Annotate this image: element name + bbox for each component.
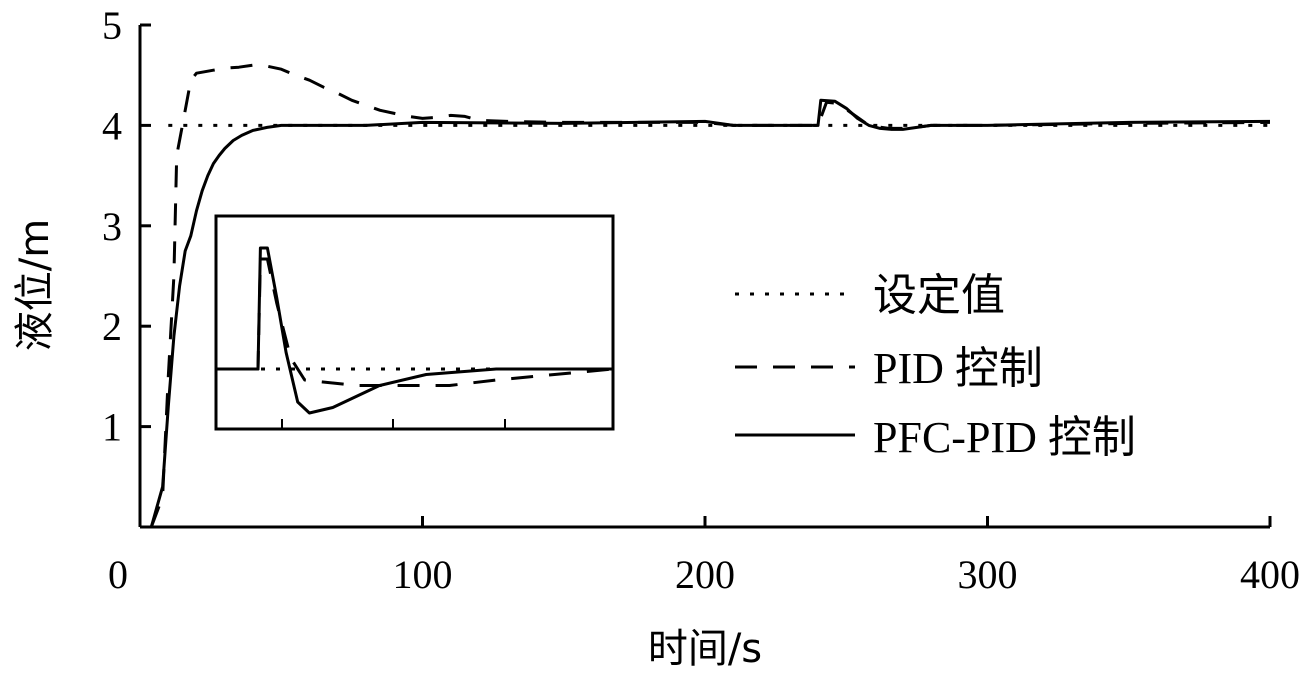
series-layer bbox=[149, 63, 1271, 528]
x-tick-label: 300 bbox=[958, 552, 1018, 597]
legend-item-setpoint: 设定值 bbox=[735, 271, 1005, 320]
series-line-solid bbox=[149, 98, 1271, 528]
x-tick-label: 200 bbox=[675, 552, 735, 597]
legend-label: PFC-PID 控制 bbox=[873, 413, 1136, 462]
x-tick-label: 0 bbox=[108, 552, 128, 597]
x-tick-label: 100 bbox=[393, 552, 453, 597]
legend-item-pid: PID 控制 bbox=[735, 344, 1043, 393]
x-ticks: 0 100 200 300 400 bbox=[108, 516, 1300, 597]
inset-series-layer bbox=[216, 246, 614, 415]
legend-item-pfc-pid: PFC-PID 控制 bbox=[735, 413, 1136, 462]
legend-label: 设定值 bbox=[873, 271, 1005, 320]
x-tick-label: 400 bbox=[1240, 552, 1300, 597]
y-ticks: 1 2 3 4 5 bbox=[102, 3, 151, 450]
y-tick-label: 2 bbox=[102, 304, 122, 349]
y-tick-label: 5 bbox=[102, 3, 122, 48]
y-tick-label: 1 bbox=[102, 405, 122, 450]
y-tick-label: 3 bbox=[102, 204, 122, 249]
legend-label: PID 控制 bbox=[873, 344, 1043, 393]
x-axis-title: 时间/s bbox=[648, 626, 762, 672]
y-axis-title: 液位/m bbox=[12, 219, 58, 351]
y-tick-label: 4 bbox=[102, 103, 122, 148]
inset-frame bbox=[214, 214, 615, 431]
inset-line-solid bbox=[216, 246, 613, 415]
legend: 设定值 PID 控制 PFC-PID 控制 bbox=[735, 271, 1136, 462]
inset-zoom bbox=[214, 214, 615, 431]
